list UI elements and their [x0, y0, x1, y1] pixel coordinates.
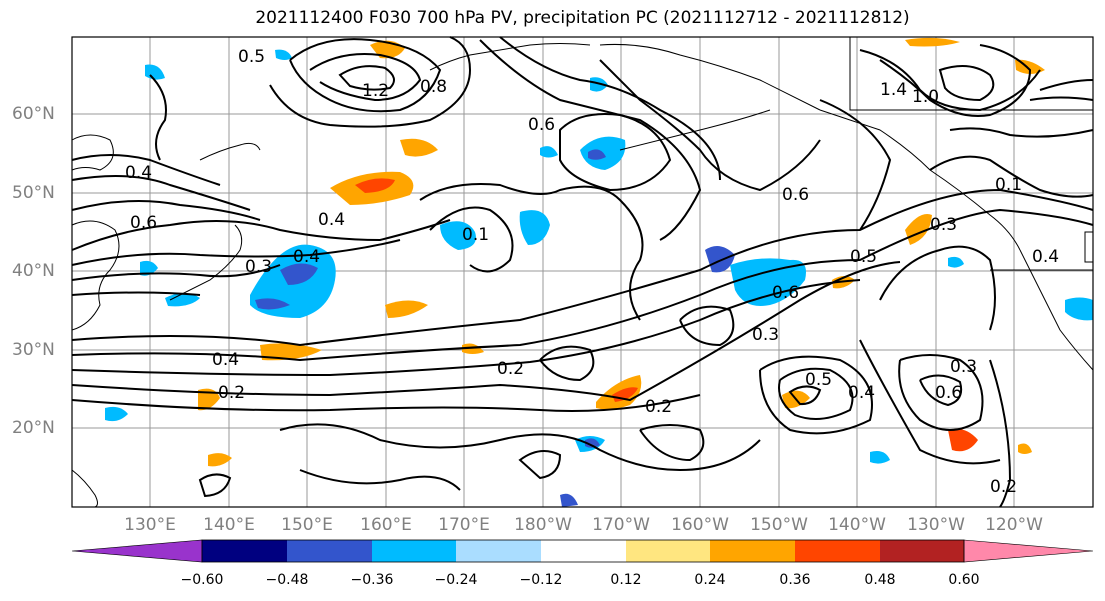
- colorbar-tick-label: 0.12: [610, 572, 642, 588]
- pv-contours: [71, 36, 1094, 508]
- contour-label: 0.3: [930, 215, 957, 235]
- contour-label: 1.2: [362, 81, 389, 101]
- colorbar-tick-label: 0.24: [694, 572, 726, 588]
- colorbar-tick-label: 0.48: [864, 572, 896, 588]
- colorbar: [71, 539, 1094, 563]
- lon-label: 150°W: [750, 515, 808, 535]
- colorbar-extend-max: [963, 539, 1094, 563]
- colorbar-tick-label: 0.60: [948, 572, 980, 588]
- colorbar-bin: [626, 540, 710, 562]
- colorbar-tick-label: −0.48: [265, 572, 309, 588]
- contour-label: 0.2: [990, 477, 1017, 497]
- contour-label: 0.3: [752, 325, 779, 345]
- contour-label: 0.6: [935, 383, 962, 403]
- lat-label: 30°N: [12, 340, 55, 360]
- colorbar-extend-min: [71, 539, 203, 563]
- contour-label: 0.3: [950, 357, 977, 377]
- contour-label: 0.4: [1032, 247, 1059, 267]
- lon-label: 160°W: [671, 515, 729, 535]
- lon-label: 120°W: [985, 515, 1043, 535]
- lon-label: 140°E: [203, 515, 255, 535]
- lon-label: 170°W: [592, 515, 650, 535]
- lon-label: 140°W: [828, 515, 886, 535]
- contour-label: 0.4: [848, 383, 875, 403]
- contour-label: 0.1: [995, 175, 1022, 195]
- colorbar-tick-label: −0.24: [434, 572, 478, 588]
- contour-label: 0.2: [497, 359, 524, 379]
- contour-label: 0.8: [420, 77, 447, 97]
- colorbar-tick-label: −0.36: [350, 572, 394, 588]
- lon-label: 130°W: [907, 515, 965, 535]
- contour-label: 0.3: [245, 257, 272, 277]
- contour-label: 0.6: [130, 213, 157, 233]
- contour-label: 0.2: [645, 397, 672, 417]
- colorbar-bin: [795, 540, 880, 562]
- contour-label: 0.2: [218, 383, 245, 403]
- lat-label: 60°N: [12, 104, 55, 124]
- contour-label: 0.1: [462, 225, 489, 245]
- contour-label: 0.5: [850, 247, 877, 267]
- lat-label: 50°N: [12, 183, 55, 203]
- coastlines: [71, 37, 1094, 508]
- contour-label: 0.4: [293, 247, 320, 267]
- contour-label: 0.5: [805, 370, 832, 390]
- lon-label: 180°W: [514, 515, 572, 535]
- colorbar-bin: [287, 540, 372, 562]
- colorbar-bin: [202, 540, 287, 562]
- colorbar-tick-label: 0.36: [779, 572, 811, 588]
- colorbar-tick-label: −0.12: [519, 572, 563, 588]
- map-title: 2021112400 F030 700 hPa PV, precipitatio…: [255, 8, 910, 28]
- contour-labels: 0.5 1.2 0.8 0.4 0.4 0.3 0.4 0.2 0.2 0.2 …: [125, 47, 1059, 497]
- lon-label: 170°E: [438, 515, 490, 535]
- map-frame: [71, 36, 1094, 508]
- contour-label: 0.4: [318, 210, 345, 230]
- colorbar-tick-label: −0.60: [180, 572, 224, 588]
- contour-label: 0.4: [212, 350, 239, 370]
- contour-label: 0.6: [772, 283, 799, 303]
- colorbar-bin: [880, 540, 964, 562]
- lon-label: 150°E: [281, 515, 333, 535]
- contour-label: 0.4: [125, 163, 152, 183]
- colorbar-bin: [456, 540, 541, 562]
- contour-label: 0.6: [528, 115, 555, 135]
- contour-label: 0.5: [238, 47, 265, 67]
- lat-label: 40°N: [12, 261, 55, 281]
- contour-label: 0.6: [782, 185, 809, 205]
- graticule: [72, 37, 1093, 507]
- colorbar-bin: [710, 540, 795, 562]
- lon-label: 160°E: [360, 515, 412, 535]
- colorbar-frame: [201, 539, 965, 563]
- contour-label: 1.4: [880, 80, 907, 100]
- colorbar-bin: [372, 540, 456, 562]
- lat-label: 20°N: [12, 418, 55, 438]
- lon-label: 130°E: [124, 515, 176, 535]
- colorbar-bin: [541, 540, 626, 562]
- contour-label: 1.0: [912, 87, 939, 107]
